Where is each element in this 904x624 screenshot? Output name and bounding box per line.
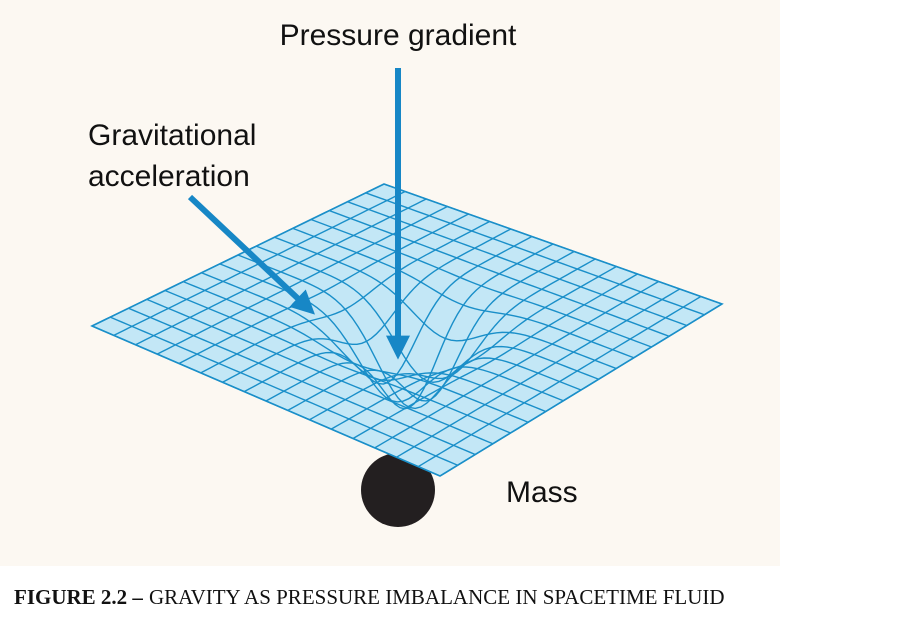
grid-line [417, 295, 702, 468]
gravity-arrow [187, 194, 315, 315]
grid-line [287, 250, 575, 411]
grid-line [109, 316, 458, 466]
grid-line [164, 289, 511, 434]
grid-line [439, 303, 723, 477]
grid-line [219, 263, 564, 403]
grid-line [374, 280, 659, 449]
pressure-label: Pressure gradient [280, 19, 517, 52]
mass-ball [361, 453, 435, 527]
grid-line [128, 307, 476, 456]
gravity-label-line1: Gravitational [88, 119, 256, 152]
caption-text: GRAVITY AS PRESSURE IMBALANCE IN SPACETI… [149, 585, 725, 609]
caption-number: FIGURE 2.2 – [14, 585, 143, 609]
grid-line [330, 265, 617, 430]
grid-line [91, 325, 441, 477]
mass-label: Mass [506, 476, 578, 509]
grid-line [237, 254, 582, 410]
gravity-label-line2: acceleration [88, 160, 250, 193]
grid-line [146, 298, 494, 445]
grid-line [352, 273, 638, 440]
grid-line [182, 280, 529, 423]
caption: FIGURE 2.2 – GRAVITY AS PRESSURE IMBALANC… [14, 585, 725, 609]
grid-line [396, 288, 681, 458]
grid-line [309, 258, 596, 421]
